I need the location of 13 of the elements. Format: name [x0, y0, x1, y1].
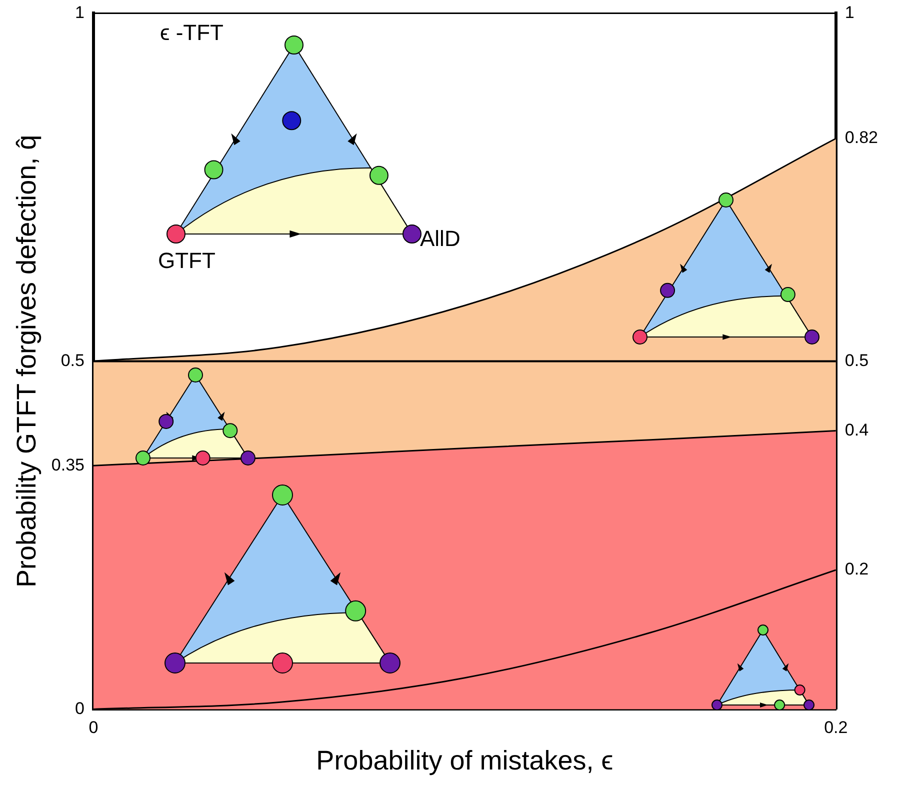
x-axis-title: Probability of mistakes, ϵ — [316, 745, 614, 776]
y-axis-title: Probability GTFT forgives defection, q̂ — [12, 134, 42, 588]
y2-tick-label: 1 — [844, 2, 854, 22]
y-tick-label: 0.35 — [51, 455, 84, 474]
annotation: GTFT — [158, 248, 216, 274]
y-tick-label: 1 — [75, 2, 84, 22]
y-tick-label: 0 — [75, 698, 84, 718]
y2-tick-label: 0.4 — [844, 420, 869, 440]
annotation: AllD — [420, 226, 460, 252]
y-tick-label: 0.5 — [60, 350, 84, 370]
y2-tick-label: 0.5 — [844, 350, 869, 370]
y2-tick-label: 0.82 — [844, 128, 878, 148]
y2-tick-label: 0.2 — [844, 560, 869, 579]
